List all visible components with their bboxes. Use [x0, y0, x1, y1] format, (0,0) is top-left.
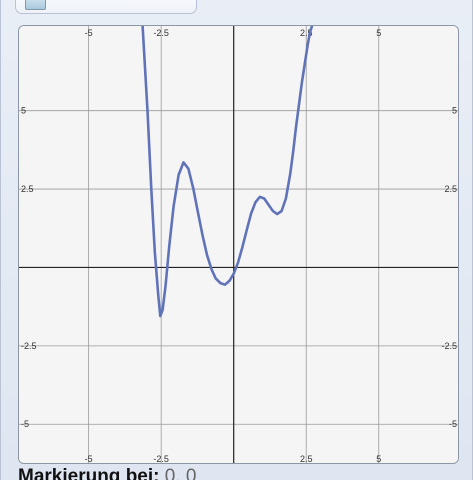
x-tick-label-top: 5: [376, 28, 381, 38]
y-tick-label-right: -2.5: [441, 341, 457, 351]
graph-window-icon: [25, 0, 46, 10]
y-tick-label-right: 5: [452, 106, 457, 116]
y-tick-label-right: 2.5: [444, 184, 457, 194]
plot-background: [19, 26, 458, 463]
x-tick-label-bottom: 5: [376, 454, 381, 464]
x-tick-label-top: -5: [85, 28, 93, 38]
marker-value: 0, 0: [164, 466, 197, 480]
x-tick-label-bottom: -2.5: [153, 454, 169, 464]
x-tick-label-top: -2.5: [153, 28, 169, 38]
y-tick-label-left: -5: [21, 419, 29, 429]
x-tick-label-bottom: 2.5: [300, 454, 313, 464]
marker-readout: Markierung bei: 0, 0: [18, 466, 458, 480]
toolbar-button[interactable]: [15, 0, 197, 14]
y-tick-label-left: 5: [21, 106, 26, 116]
chart-svg: -5 -5 -2.5 -2.5 2.5 2.5 5 5 5 5 2.5 2.5 -2.5 -2.5 -5 -5: [19, 26, 458, 464]
marker-label: Markierung bei:: [18, 466, 160, 480]
plot-area[interactable]: -5 -5 -2.5 -2.5 2.5 2.5 5 5 5 5 2.5 2.5 -2.5 -2.5 -5 -5: [18, 25, 459, 464]
y-tick-label-left: -2.5: [21, 341, 37, 351]
series-line: [141, 26, 314, 318]
x-tick-label-top: 2.5: [300, 28, 313, 38]
y-tick-label-right: -5: [449, 419, 457, 429]
y-tick-label-left: 2.5: [21, 184, 34, 194]
x-tick-label-bottom: -5: [85, 454, 93, 464]
